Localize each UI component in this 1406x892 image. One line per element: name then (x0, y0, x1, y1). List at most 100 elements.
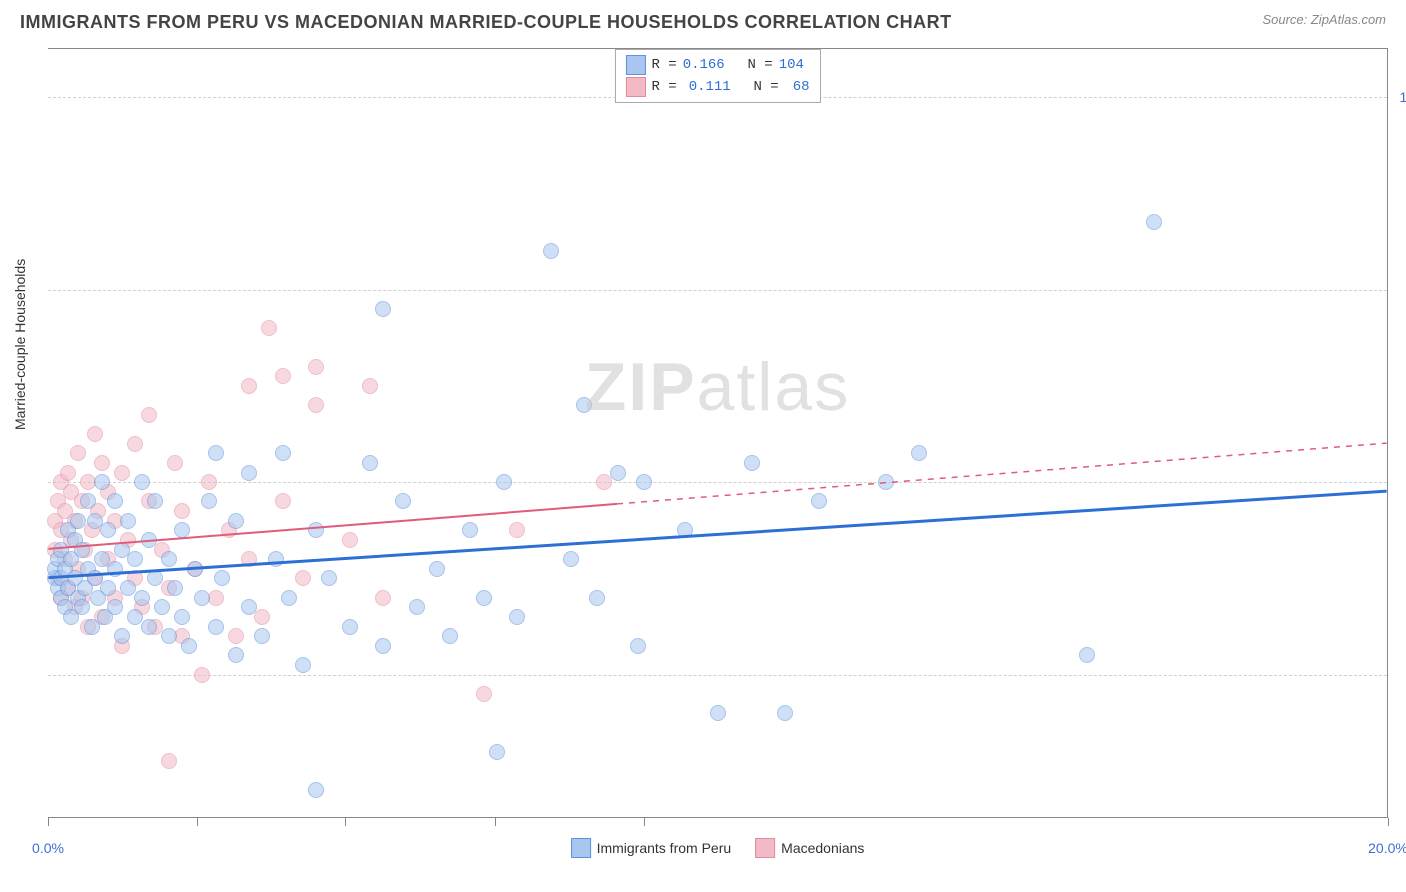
data-point-peru (409, 599, 425, 615)
series-legend: Immigrants from Peru Macedonians (571, 838, 865, 858)
data-point-macedonians (261, 320, 277, 336)
data-point-peru (107, 493, 123, 509)
data-point-macedonians (362, 378, 378, 394)
data-point-macedonians (127, 436, 143, 452)
data-point-macedonians (241, 378, 257, 394)
gridline (48, 290, 1387, 291)
data-point-macedonians (308, 359, 324, 375)
x-tick (495, 818, 496, 826)
data-point-peru (161, 628, 177, 644)
data-point-peru (911, 445, 927, 461)
data-point-macedonians (275, 368, 291, 384)
legend-item-peru: Immigrants from Peru (571, 838, 732, 858)
data-point-macedonians (70, 445, 86, 461)
data-point-peru (134, 474, 150, 490)
data-point-peru (127, 551, 143, 567)
data-point-macedonians (375, 590, 391, 606)
data-point-peru (141, 532, 157, 548)
data-point-peru (375, 301, 391, 317)
n-value-macedonians: 68 (785, 76, 810, 98)
data-point-peru (744, 455, 760, 471)
x-tick-label: 0.0% (32, 840, 64, 856)
data-point-peru (268, 551, 284, 567)
data-point-peru (442, 628, 458, 644)
data-point-peru (636, 474, 652, 490)
data-point-macedonians (241, 551, 257, 567)
data-point-macedonians (94, 455, 110, 471)
trend-lines (48, 49, 1387, 818)
data-point-peru (281, 590, 297, 606)
data-point-peru (295, 657, 311, 673)
correlation-legend: R = 0.166 N = 104 R = 0.111 N = 68 (614, 49, 820, 103)
data-point-peru (74, 542, 90, 558)
data-point-peru (489, 744, 505, 760)
data-point-peru (141, 619, 157, 635)
data-point-peru (1079, 647, 1095, 663)
data-point-peru (496, 474, 512, 490)
y-axis-label: Married-couple Households (12, 259, 28, 430)
data-point-peru (576, 397, 592, 413)
data-point-macedonians (295, 570, 311, 586)
data-point-peru (342, 619, 358, 635)
data-point-peru (476, 590, 492, 606)
data-point-peru (1146, 214, 1162, 230)
r-value-peru: 0.166 (683, 54, 725, 76)
data-point-peru (94, 474, 110, 490)
data-point-peru (228, 647, 244, 663)
data-point-macedonians (509, 522, 525, 538)
y-tick-label: 100.0% (1392, 89, 1406, 105)
data-point-peru (107, 599, 123, 615)
data-point-macedonians (87, 426, 103, 442)
data-point-peru (254, 628, 270, 644)
x-tick (644, 818, 645, 826)
data-point-peru (321, 570, 337, 586)
data-point-peru (161, 551, 177, 567)
legend-label-macedonians: Macedonians (781, 840, 864, 856)
data-point-peru (70, 513, 86, 529)
data-point-peru (147, 493, 163, 509)
data-point-peru (395, 493, 411, 509)
data-point-macedonians (161, 753, 177, 769)
data-point-peru (120, 513, 136, 529)
y-tick-label: 40.0% (1392, 667, 1406, 683)
data-point-peru (563, 551, 579, 567)
data-point-peru (147, 570, 163, 586)
y-tick-label: 80.0% (1392, 282, 1406, 298)
trend-macedonians-dashed (617, 443, 1386, 504)
data-point-peru (187, 561, 203, 577)
gridline (48, 675, 1387, 676)
data-point-peru (811, 493, 827, 509)
data-point-peru (589, 590, 605, 606)
data-point-peru (543, 243, 559, 259)
data-point-peru (630, 638, 646, 654)
data-point-peru (878, 474, 894, 490)
data-point-macedonians (194, 667, 210, 683)
data-point-macedonians (275, 493, 291, 509)
data-point-peru (214, 570, 230, 586)
x-tick-label: 20.0% (1368, 840, 1406, 856)
legend-row-macedonians: R = 0.111 N = 68 (625, 76, 809, 98)
data-point-peru (362, 455, 378, 471)
data-point-macedonians (141, 407, 157, 423)
data-point-macedonians (476, 686, 492, 702)
data-point-peru (134, 590, 150, 606)
data-point-macedonians (114, 465, 130, 481)
x-tick (48, 818, 49, 826)
gridline (48, 482, 1387, 483)
data-point-peru (74, 599, 90, 615)
data-point-macedonians (60, 465, 76, 481)
legend-label-peru: Immigrants from Peru (597, 840, 732, 856)
source-credit: Source: ZipAtlas.com (1262, 12, 1386, 27)
data-point-peru (777, 705, 793, 721)
data-point-macedonians (308, 397, 324, 413)
legend-swatch-peru-bottom (571, 838, 591, 858)
data-point-peru (610, 465, 626, 481)
x-tick (345, 818, 346, 826)
data-point-peru (201, 493, 217, 509)
data-point-peru (509, 609, 525, 625)
data-point-peru (107, 561, 123, 577)
data-point-peru (154, 599, 170, 615)
x-tick (1388, 818, 1389, 826)
r-value-macedonians: 0.111 (683, 76, 731, 98)
x-axis-line (48, 817, 1387, 818)
